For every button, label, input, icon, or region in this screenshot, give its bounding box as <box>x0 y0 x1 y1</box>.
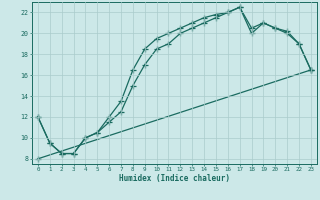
X-axis label: Humidex (Indice chaleur): Humidex (Indice chaleur) <box>119 174 230 183</box>
